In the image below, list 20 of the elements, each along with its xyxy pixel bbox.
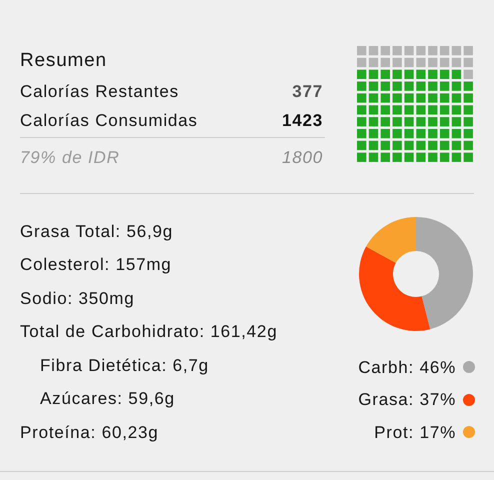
text: Resumen [20,50,107,71]
donut-slice [416,217,473,330]
category-label: Calorías Consumidas [20,110,198,130]
text: Total de Carbohidrato: 161,42g [20,322,278,342]
text: 1800 [282,148,323,167]
text: 79% de IDR [20,148,120,167]
donut-slice [359,246,430,331]
text: Grasa Total: 56,9g [20,222,174,241]
category-label: Calorías Restantes [20,82,179,101]
text: Fibra Dietética: 6,7g [40,356,209,375]
legend-label: Prot: 17% [374,422,456,442]
data-label: 1423 [282,110,323,130]
text: Azúcares: 59,6g [40,389,175,408]
donut-slice [366,217,416,263]
text: Colesterol: 157mg [20,255,172,274]
legend-label: Carbh: 46% [358,358,456,376]
data-label: 377 [292,82,323,101]
legend-label: Grasa: 37% [358,390,456,409]
text: Sodio: 350mg [20,288,135,308]
text: Proteína: 60,23g [20,422,159,442]
